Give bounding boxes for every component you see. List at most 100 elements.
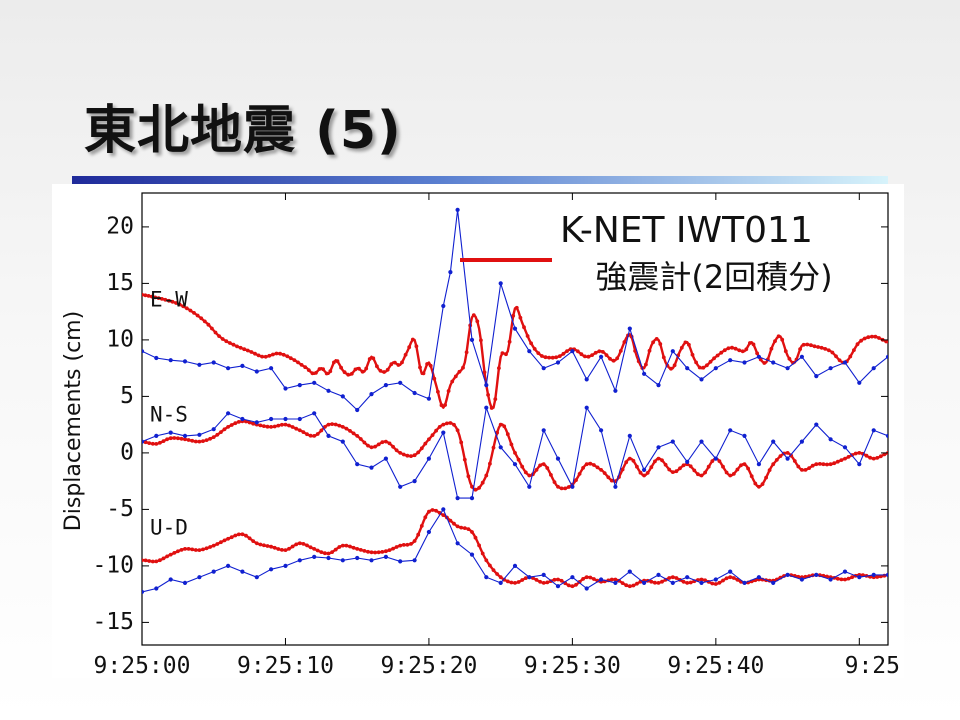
- data-point: [269, 567, 274, 572]
- legend-line-swatch: [460, 258, 552, 262]
- data-point: [426, 529, 431, 535]
- data-point: [828, 577, 833, 582]
- data-point: [228, 341, 232, 345]
- data-point: [581, 577, 585, 581]
- data-point: [168, 552, 173, 557]
- data-point: [426, 456, 431, 461]
- data-point: [409, 454, 413, 458]
- data-point: [773, 339, 777, 343]
- data-point: [389, 362, 394, 367]
- data-point: [479, 338, 483, 343]
- data-point: [488, 461, 492, 466]
- data-point: [570, 484, 575, 489]
- data-point: [326, 551, 331, 556]
- data-point: [767, 468, 772, 472]
- data-point: [708, 359, 713, 364]
- data-point: [369, 550, 374, 555]
- data-point: [480, 551, 485, 556]
- data-point: [446, 389, 451, 393]
- series-e-w-gps: [142, 207, 888, 413]
- data-point: [538, 579, 542, 584]
- data-point: [722, 348, 727, 353]
- data-point: [283, 416, 288, 422]
- data-point: [443, 403, 447, 407]
- data-point: [419, 524, 424, 528]
- data-point: [179, 436, 184, 441]
- data-point: [631, 583, 636, 588]
- data-point: [755, 351, 759, 356]
- data-point: [805, 342, 810, 347]
- data-point: [857, 575, 862, 580]
- y-tick-label: -15: [92, 609, 134, 635]
- data-point: [383, 383, 388, 388]
- data-point: [330, 422, 334, 426]
- data-point: [518, 315, 523, 320]
- data-point: [204, 546, 209, 551]
- data-point: [721, 578, 725, 583]
- data-point: [154, 442, 159, 446]
- data-point: [563, 486, 568, 491]
- data-point: [857, 462, 862, 467]
- data-point: [126, 592, 130, 596]
- data-point: [337, 545, 342, 549]
- data-point: [143, 293, 148, 298]
- data-point: [473, 487, 478, 492]
- data-point: [305, 543, 309, 548]
- data-point: [391, 546, 395, 551]
- data-point: [660, 458, 664, 463]
- data-point: [885, 433, 888, 438]
- data-point: [333, 547, 338, 552]
- data-point: [226, 563, 231, 568]
- data-point: [254, 420, 259, 425]
- data-point: [222, 427, 227, 432]
- data-point: [613, 577, 618, 582]
- data-point: [229, 535, 234, 540]
- data-point: [866, 335, 871, 340]
- data-point: [685, 366, 690, 371]
- data-point: [744, 347, 749, 352]
- data-point: [294, 426, 299, 431]
- data-point: [355, 555, 360, 561]
- data-point: [441, 507, 446, 512]
- data-point: [147, 441, 152, 445]
- data-point: [624, 583, 629, 588]
- data-point: [340, 439, 345, 444]
- data-point: [470, 484, 474, 489]
- data-point: [731, 472, 736, 476]
- data-point: [380, 440, 385, 445]
- data-point: [448, 421, 453, 425]
- data-point: [900, 457, 904, 461]
- data-point: [262, 424, 266, 428]
- data-point: [168, 577, 173, 582]
- data-point: [696, 472, 700, 477]
- data-point: [378, 368, 383, 373]
- data-point: [859, 338, 863, 343]
- data-point: [678, 466, 682, 471]
- data-point: [455, 496, 460, 501]
- data-point: [204, 438, 209, 442]
- data-point: [800, 468, 804, 472]
- data-point: [642, 580, 647, 585]
- data-point: [143, 440, 148, 445]
- data-point: [852, 348, 856, 352]
- data-point: [195, 313, 200, 318]
- data-point: [799, 439, 805, 444]
- data-point: [315, 432, 320, 436]
- data-point: [513, 451, 517, 455]
- data-point: [340, 425, 345, 429]
- data-point: [887, 342, 888, 344]
- data-point: [484, 405, 489, 410]
- data-point: [536, 351, 541, 355]
- data-point: [570, 584, 575, 589]
- data-point: [150, 441, 155, 446]
- data-point: [256, 353, 261, 358]
- data-point: [154, 433, 159, 438]
- data-point: [362, 549, 367, 553]
- data-point: [579, 352, 584, 357]
- data-point: [215, 432, 220, 437]
- data-point: [899, 343, 903, 347]
- data-point: [785, 456, 790, 461]
- data-point: [217, 334, 222, 338]
- data-point: [373, 444, 377, 449]
- data-point: [509, 442, 514, 447]
